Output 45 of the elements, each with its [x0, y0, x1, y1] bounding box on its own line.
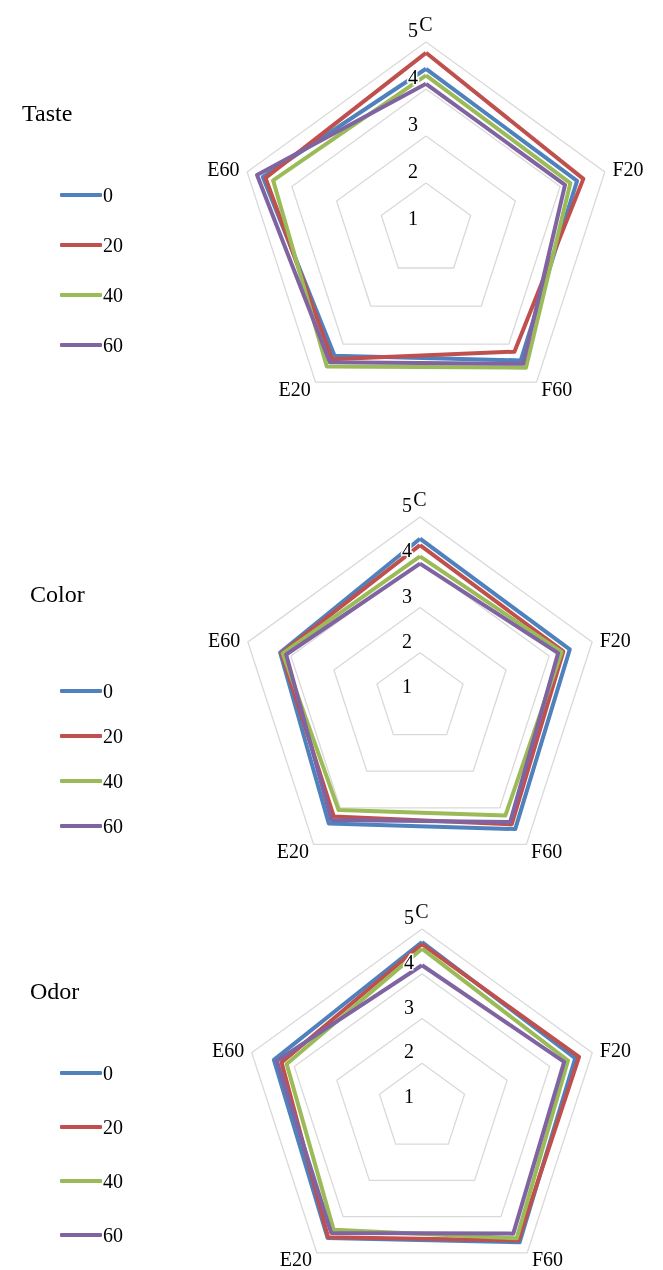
y-tick-label: 2: [402, 629, 412, 652]
text: Taste: [22, 100, 73, 126]
legend-label: 20: [103, 1116, 123, 1138]
legend-label: 40: [103, 284, 123, 306]
spoke-label: E60: [211, 1039, 245, 1062]
text: Odor: [30, 978, 80, 1004]
y-tick-label: 4: [408, 66, 418, 88]
legend-label: 20: [103, 725, 123, 747]
y-tick-label: 5: [408, 19, 418, 41]
y-tick-label: 4: [402, 539, 412, 562]
spoke-label: F20: [612, 158, 644, 181]
spoke-label: F60: [531, 1248, 564, 1270]
legend-label: 40: [103, 1170, 123, 1192]
spoke-label: F20: [599, 1039, 631, 1062]
spoke-label: C: [419, 13, 433, 35]
legend-label: 40: [103, 770, 123, 792]
spoke-label: C: [415, 900, 429, 922]
spoke-label: F60: [541, 377, 573, 400]
y-tick-label: 2: [404, 1040, 414, 1063]
spoke-label: C: [413, 488, 427, 510]
y-tick-label: 3: [408, 113, 418, 135]
spoke-label: F20: [599, 628, 631, 651]
y-tick-label: 2: [408, 160, 418, 182]
spoke-label: F60: [531, 839, 563, 862]
spoke-label: E20: [276, 839, 309, 862]
legend-label: 60: [103, 1224, 123, 1246]
y-tick-label: 1: [404, 1085, 414, 1107]
y-tick-label: 5: [402, 494, 412, 516]
text: Color: [30, 581, 85, 607]
legend-label: 0: [103, 680, 113, 702]
y-tick-label: 3: [402, 584, 412, 607]
y-tick-label: 4: [404, 950, 414, 973]
legend-label: 20: [103, 234, 123, 256]
y-tick-label: 5: [404, 906, 414, 928]
legend-label: 60: [103, 815, 123, 837]
spoke-label: E20: [278, 377, 311, 400]
y-tick-label: 1: [402, 675, 412, 697]
spoke-label: E60: [208, 628, 241, 651]
legend-label: 0: [103, 1062, 113, 1084]
y-tick-label: 3: [404, 995, 414, 1018]
legend-label: 0: [103, 184, 113, 206]
spoke-label: E20: [279, 1248, 313, 1270]
y-tick-label: 1: [408, 207, 418, 229]
spoke-label: E60: [207, 158, 240, 181]
legend-label: 60: [103, 334, 123, 356]
